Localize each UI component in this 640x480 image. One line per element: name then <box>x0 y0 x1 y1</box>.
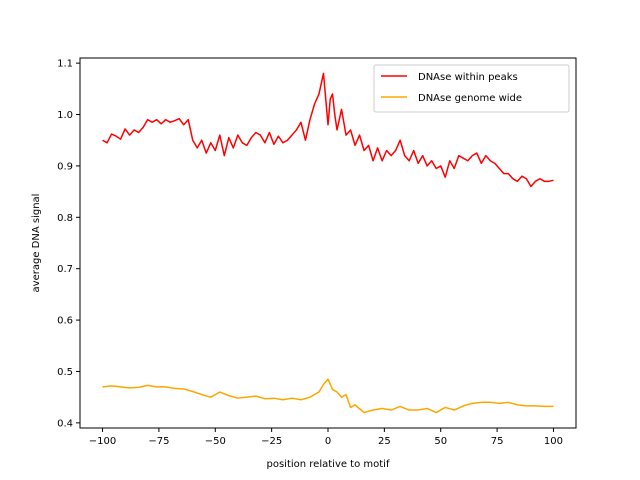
legend-label-genome: DNAse genome wide <box>418 93 522 104</box>
y-tick-label: 0.4 <box>57 418 73 429</box>
y-tick-label: 1.1 <box>57 59 73 70</box>
x-tick-label: 100 <box>544 436 563 447</box>
x-tick-label: −100 <box>89 436 116 447</box>
y-tick-label: 1.0 <box>57 110 73 121</box>
x-tick-label: 0 <box>325 436 331 447</box>
x-axis: −100 −75 −50 −25 0 25 50 75 100 <box>89 428 563 447</box>
x-axis-label: position relative to motif <box>267 459 390 470</box>
y-tick-label: 0.7 <box>57 264 73 275</box>
y-tick-label: 0.9 <box>57 161 73 172</box>
y-tick-label: 0.8 <box>57 213 73 224</box>
y-axis: 0.4 0.5 0.6 0.7 0.8 0.9 1.0 1.1 <box>57 59 80 429</box>
series-line-1 <box>102 72 554 188</box>
legend-frame <box>373 64 570 113</box>
x-tick-label: −25 <box>261 436 282 447</box>
series-layer <box>102 72 554 414</box>
plot-area <box>80 58 576 428</box>
x-tick-label: 25 <box>378 436 391 447</box>
x-tick-label: −75 <box>148 436 169 447</box>
legend: DNAse within peaks DNAse genome wide <box>373 64 570 113</box>
y-axis-label: average DNA signal <box>31 194 42 293</box>
legend-label-peaks: DNAse within peaks <box>418 72 518 83</box>
x-tick-label: 50 <box>434 436 447 447</box>
y-tick-label: 0.5 <box>57 367 73 378</box>
y-tick-label: 0.6 <box>57 316 73 327</box>
x-tick-label: −50 <box>205 436 226 447</box>
x-tick-label: 75 <box>491 436 504 447</box>
series-line-2 <box>102 378 554 414</box>
